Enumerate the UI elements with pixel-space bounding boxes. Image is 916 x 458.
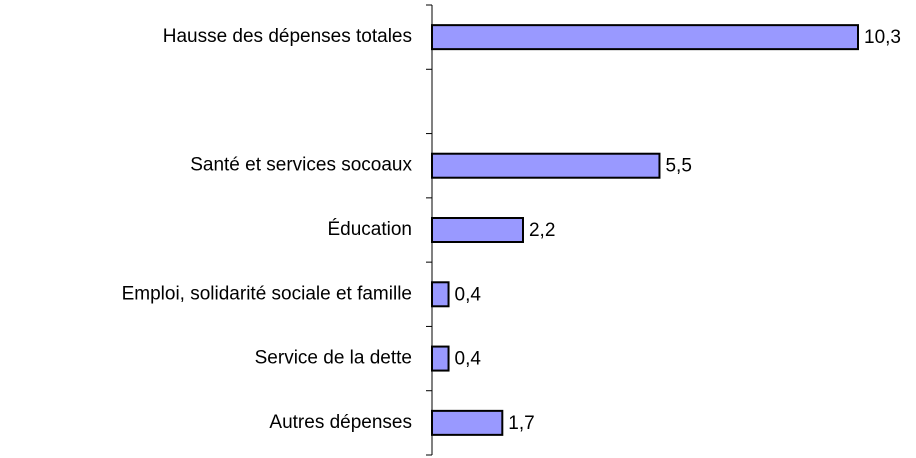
value-label: 10,3 — [864, 27, 901, 48]
bar — [431, 217, 524, 243]
category-label: Autres dépenses — [269, 412, 412, 433]
value-label: 2,2 — [529, 220, 555, 241]
bar — [431, 24, 859, 51]
category-label: Hausse des dépenses totales — [163, 26, 412, 47]
bar — [431, 152, 661, 179]
value-label: 0,4 — [455, 349, 482, 370]
value-label: 1,7 — [508, 413, 534, 434]
value-label: 0,4 — [455, 284, 482, 305]
category-label: Emploi, solidarité sociale et famille — [122, 283, 412, 304]
value-label: 5,5 — [665, 156, 691, 177]
category-label: Éducation — [327, 219, 412, 240]
bar — [431, 281, 450, 308]
category-label: Santé et services socoaux — [190, 155, 412, 176]
category-label: Service de la dette — [255, 348, 412, 369]
bar — [431, 409, 504, 436]
bar — [431, 345, 450, 372]
